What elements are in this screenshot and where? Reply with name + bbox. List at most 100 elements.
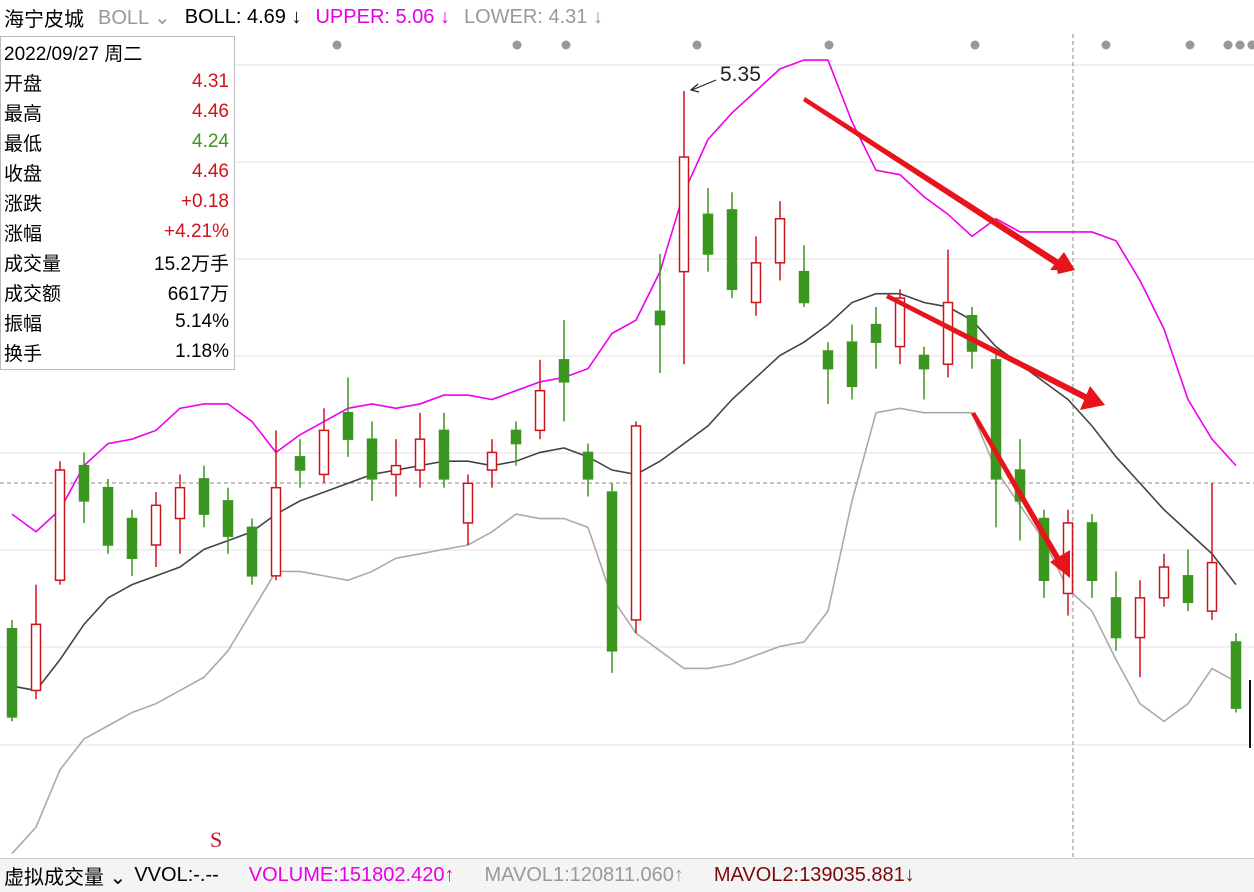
arrow-head <box>1050 252 1075 270</box>
mavol2: MAVOL2:139035.881↓ <box>713 864 915 886</box>
candle-body <box>54 469 66 582</box>
event-dot[interactable] <box>1101 40 1111 50</box>
arrow-head <box>1050 550 1070 578</box>
info-value: 15.2万手 <box>154 253 229 275</box>
event-dot[interactable] <box>824 40 834 50</box>
info-value: 4.31 <box>192 71 229 92</box>
event-dot[interactable] <box>1247 40 1254 50</box>
event-dot[interactable] <box>512 40 522 50</box>
candle-body <box>918 354 930 370</box>
legend-arrow: ↓ <box>440 5 450 28</box>
info-label: 涨幅 <box>4 223 43 245</box>
candle-body <box>1038 517 1050 582</box>
event-dot[interactable] <box>332 40 342 50</box>
candles <box>6 90 1242 722</box>
info-label: 收盘 <box>4 163 43 185</box>
candle-body <box>750 262 762 304</box>
info-value: 6617万 <box>167 283 229 305</box>
boll-lower <box>11 407 1237 855</box>
info-value: 4.24 <box>192 131 229 152</box>
info-row: 涨跌 +0.18 <box>1 187 234 217</box>
candle-body <box>558 359 570 383</box>
signal-marker: S <box>210 827 222 852</box>
event-dot[interactable] <box>1185 40 1195 50</box>
peak-label: 5.35 <box>720 63 761 86</box>
candle-body <box>30 623 42 692</box>
candle-body <box>798 270 810 304</box>
info-row: 开盘 4.31 <box>1 67 234 97</box>
candle-body <box>630 425 642 621</box>
candle-body <box>78 464 90 502</box>
info-label: 开盘 <box>4 73 43 95</box>
info-row: 涨幅 +4.21% <box>1 217 234 247</box>
candle-body <box>366 438 378 480</box>
event-dot[interactable] <box>561 40 571 50</box>
indicator-name: 虚拟成交量 <box>4 867 104 889</box>
event-dot[interactable] <box>1223 40 1233 50</box>
candle-body <box>150 504 162 546</box>
candle-body <box>126 517 138 559</box>
candle-body <box>702 213 714 255</box>
peak-arrow-head <box>689 83 700 93</box>
footer-indicator[interactable]: 虚拟成交量 ⌄ <box>4 867 127 889</box>
candle-body <box>1206 561 1218 612</box>
candle-body <box>246 526 258 577</box>
legend-boll: BOLL: 4.69 ↓ <box>185 6 302 29</box>
candle-body <box>318 429 330 476</box>
event-dots <box>332 40 1254 50</box>
legend-text: BOLL: 4.69 <box>184 5 286 28</box>
candle-body <box>198 478 210 515</box>
candle-body <box>870 323 882 343</box>
trend-arrows <box>803 97 1105 578</box>
candle-body <box>1110 597 1122 639</box>
info-row: 振幅 5.14% <box>1 307 234 337</box>
info-label: 成交量 <box>4 253 62 275</box>
candle-body <box>414 438 426 471</box>
candle-body <box>294 456 306 471</box>
info-row: 换手 1.18% <box>1 337 234 367</box>
candle-body <box>486 451 498 471</box>
candle-body <box>774 218 786 264</box>
info-row: 成交量 15.2万手 <box>1 247 234 277</box>
legend-upper: UPPER: 5.06 ↓ <box>315 6 450 29</box>
candle-body <box>654 310 666 326</box>
candle-body <box>1158 566 1170 599</box>
candle-body <box>534 389 546 432</box>
info-row: 收盘 4.46 <box>1 157 234 187</box>
candle-body <box>270 486 282 577</box>
candle-body <box>222 500 234 537</box>
indicator-select[interactable]: BOLL ⌄ <box>98 6 171 29</box>
candle-body <box>1182 575 1194 604</box>
info-value: +0.18 <box>180 191 229 212</box>
vvol: VVOL:-.-- <box>134 864 219 886</box>
candle-body <box>390 464 402 476</box>
candle-body <box>942 301 954 365</box>
legend-text: UPPER: 5.06 <box>315 5 435 28</box>
event-dot[interactable] <box>970 40 980 50</box>
candle-body <box>1134 597 1146 639</box>
candle-body <box>990 359 1002 480</box>
info-panel: 2022/09/27 周二 开盘 4.31 最高 4.46 最低 4.24 收盘 4.46 涨跌… <box>0 36 235 370</box>
info-row: 最低 4.24 <box>1 127 234 157</box>
info-label: 最低 <box>4 133 43 155</box>
volume: VOLUME:151802.420↑ <box>248 864 455 886</box>
boll-upper <box>11 59 1237 533</box>
candle-body <box>606 491 618 652</box>
candle-body <box>462 482 474 524</box>
info-label: 成交额 <box>4 283 62 305</box>
header: 海宁皮城 BOLL ⌄ BOLL: 4.69 ↓ UPPER: 5.06 ↓ L… <box>0 0 1254 34</box>
info-label: 涨跌 <box>4 193 43 215</box>
candle-body <box>1086 522 1098 582</box>
trend-arrow <box>886 294 1090 402</box>
event-dot[interactable] <box>1235 40 1245 50</box>
event-dot[interactable] <box>692 40 702 50</box>
candle-body <box>966 314 978 352</box>
info-value: +4.21% <box>164 221 229 242</box>
candle-body <box>822 350 834 370</box>
stock-name: 海宁皮城 <box>4 8 84 31</box>
candle-body <box>678 156 690 273</box>
candle-body <box>510 429 522 445</box>
info-value: 5.14% <box>175 311 229 332</box>
legend-text: LOWER: 4.31 <box>464 5 588 28</box>
